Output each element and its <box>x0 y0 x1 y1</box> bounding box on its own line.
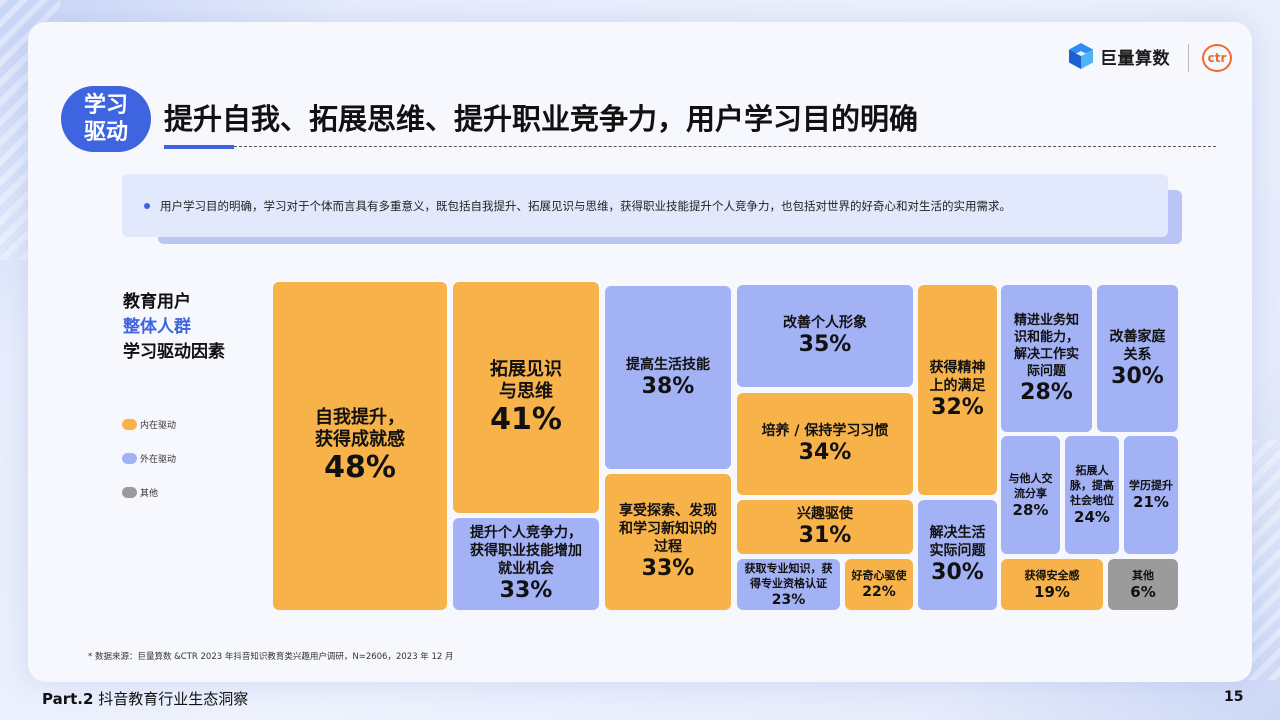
treemap-tile: 拓展人 脉，提高 社会地位 24% <box>1065 436 1119 554</box>
treemap-tile-value: 6% <box>1130 582 1156 601</box>
treemap-tile: 好奇心驱使 22% <box>845 559 913 610</box>
treemap-tile-value: 28% <box>1012 500 1049 519</box>
logo-divider <box>1188 44 1189 72</box>
treemap-tile-label: 解决生活 实际问题 <box>929 525 986 559</box>
treemap-tile-label: 兴趣驱使 <box>797 506 853 522</box>
summary-text: 用户学习目的明确，学习对于个体而言具有多重意义，既包括自我提升、拓展见识与思维，… <box>160 198 1011 213</box>
treemap-tile: 提升个人竞争力， 获得职业技能增加 就业机会 33% <box>453 518 599 610</box>
treemap-tile: 改善家庭 关系 30% <box>1097 285 1178 432</box>
treemap-tile-label: 获取专业知识，获 得专业资格认证 <box>744 561 833 590</box>
treemap-tile-label: 提高生活技能 <box>626 356 710 373</box>
title-underline <box>164 145 234 149</box>
treemap-tile-value: 31% <box>798 523 852 548</box>
footer-section-title: 抖音教育行业生态洞察 <box>98 690 249 708</box>
logo-text: 巨量算数 <box>1100 48 1170 69</box>
treemap-tile-value: 28% <box>1020 379 1073 405</box>
legend-item-other: 其他 <box>122 486 158 499</box>
treemap-tile-value: 33% <box>499 578 553 603</box>
legend-item-internal: 内在驱动 <box>122 418 176 431</box>
legend-item-external: 外在驱动 <box>122 452 176 465</box>
footer-section: Part.2 抖音教育行业生态洞察 <box>42 688 248 709</box>
treemap-tile-label: 精进业务知 识和能力， 解决工作实 际问题 <box>1013 312 1079 379</box>
treemap-tile-label: 其他 <box>1132 568 1154 582</box>
page-number: 15 <box>1224 689 1244 705</box>
data-source-footnote: * 数据来源：巨量算数 &CTR 2023 年抖音知识教育类兴趣用户调研，N=2… <box>88 652 454 662</box>
treemap-tile-value: 34% <box>798 440 852 465</box>
treemap-tile-value: 23% <box>771 591 806 608</box>
treemap-tile-label: 改善个人形象 <box>783 315 867 331</box>
treemap-tile: 学历提升 21% <box>1124 436 1178 554</box>
treemap-tile-label: 自我提升， 获得成就感 <box>315 407 405 450</box>
side-title-line2: 整体人群 <box>123 317 191 337</box>
treemap-tile-value: 33% <box>641 556 695 581</box>
side-title-line3: 学习驱动因素 <box>123 342 225 362</box>
treemap-tile: 与他人交 流分享 28% <box>1001 436 1060 554</box>
treemap-tile: 享受探索、发现 和学习新知识的 过程 33% <box>605 474 731 610</box>
treemap-tile: 获得安全感 19% <box>1001 559 1103 610</box>
treemap-tile-value: 38% <box>641 373 695 399</box>
legend-label-external: 外在驱动 <box>140 455 177 465</box>
treemap-tile: 其他 6% <box>1108 559 1178 610</box>
juliang-logo: 巨量算数 <box>1068 42 1170 70</box>
treemap-tile-value: 35% <box>798 332 852 357</box>
treemap-tile-value: 24% <box>1074 508 1110 526</box>
treemap-tile-label: 获得安全感 <box>1024 568 1080 582</box>
treemap-tile: 解决生活 实际问题 30% <box>918 500 997 610</box>
treemap-tile-label: 好奇心驱使 <box>851 569 907 582</box>
treemap-tile: 获取专业知识，获 得专业资格认证 23% <box>737 559 840 610</box>
badge-line1: 学习 <box>83 93 128 118</box>
treemap-tile-value: 48% <box>324 450 396 485</box>
treemap-tile-label: 培养 / 保持学习习惯 <box>761 423 889 439</box>
treemap-tile-label: 提升个人竞争力， 获得职业技能增加 就业机会 <box>470 525 582 577</box>
legend-swatch-internal <box>122 419 137 430</box>
treemap-tile-value: 22% <box>862 584 896 600</box>
section-badge: 学习 驱动 <box>61 86 151 152</box>
treemap-tile-value: 32% <box>931 395 984 420</box>
summary-callout: 用户学习目的明确，学习对于个体而言具有多重意义，既包括自我提升、拓展见识与思维，… <box>122 174 1168 237</box>
treemap-tile: 精进业务知 识和能力， 解决工作实 际问题 28% <box>1001 285 1092 432</box>
treemap-tile-label: 拓展见识 与思维 <box>490 358 562 402</box>
treemap-tile-label: 学历提升 <box>1129 479 1173 492</box>
treemap-tile: 获得精神 上的满足 32% <box>918 285 997 495</box>
title-dashed-rule <box>234 146 1216 147</box>
treemap-tile-label: 享受探索、发现 和学习新知识的 过程 <box>619 503 717 555</box>
treemap-tile: 改善个人形象 35% <box>737 285 913 387</box>
treemap-tile-value: 19% <box>1034 582 1070 601</box>
treemap-tile-value: 41% <box>490 401 562 437</box>
treemap-tile-label: 与他人交 流分享 <box>1008 471 1053 500</box>
side-title-line1: 教育用户 <box>123 292 191 312</box>
treemap-tile: 兴趣驱使 31% <box>737 500 913 554</box>
treemap-tile: 提高生活技能 38% <box>605 286 731 469</box>
treemap-tile-label: 获得精神 上的满足 <box>929 360 986 394</box>
ctr-logo: ctr <box>1202 44 1232 72</box>
legend-label-other: 其他 <box>140 489 159 499</box>
legend-swatch-other <box>122 487 137 498</box>
treemap-tile: 培养 / 保持学习习惯 34% <box>737 393 913 495</box>
chart-side-title: 教育用户 整体人群 学习驱动因素 <box>123 290 225 365</box>
treemap-tile: 拓展见识 与思维 41% <box>453 282 599 513</box>
legend-swatch-external <box>122 453 137 464</box>
treemap-tile-label: 拓展人 脉，提高 社会地位 <box>1070 464 1114 507</box>
cube-logo-icon <box>1069 43 1093 69</box>
bullet-icon <box>144 202 150 209</box>
legend-label-internal: 内在驱动 <box>140 421 177 431</box>
treemap-tile-label: 改善家庭 关系 <box>1109 328 1166 363</box>
treemap-tile-value: 21% <box>1133 493 1169 511</box>
treemap-tile-value: 30% <box>1111 363 1164 389</box>
footer-part-label: Part.2 <box>42 690 94 708</box>
badge-line2: 驱动 <box>83 120 128 145</box>
page-title: 提升自我、拓展思维、提升职业竞争力，用户学习目的明确 <box>164 102 919 136</box>
treemap-tile-value: 30% <box>931 560 984 585</box>
treemap-tile: 自我提升， 获得成就感 48% <box>273 282 447 610</box>
